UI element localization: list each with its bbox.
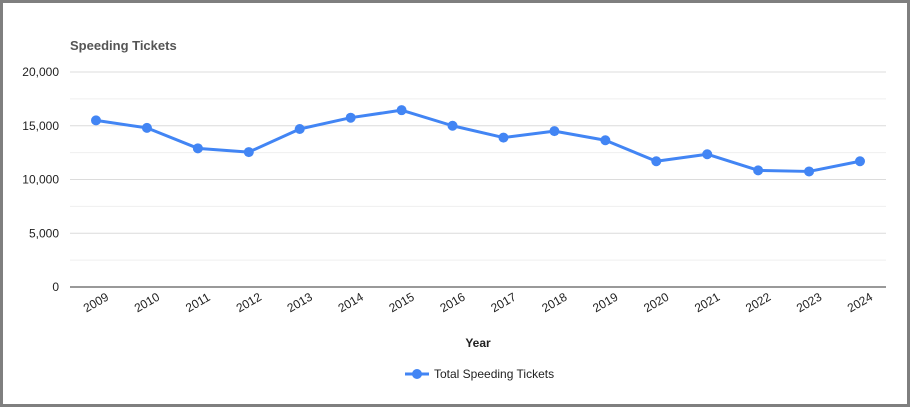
x-tick-label: 2023 <box>794 290 824 316</box>
data-point[interactable] <box>294 123 305 134</box>
x-tick-label: 2018 <box>539 290 569 316</box>
x-tick-label: 2009 <box>81 290 111 316</box>
x-tick-label: 2012 <box>234 290 264 316</box>
chart-title: Speeding Tickets <box>70 38 177 53</box>
x-tick-label: 2017 <box>488 290 518 316</box>
series-line <box>94 108 862 173</box>
series-group <box>91 105 865 177</box>
data-point[interactable] <box>447 120 458 131</box>
data-point[interactable] <box>141 122 152 133</box>
legend-item-label: Total Speeding Tickets <box>434 367 554 381</box>
x-tick-label: 2013 <box>285 290 315 316</box>
data-point[interactable] <box>192 143 203 154</box>
x-tick-label: 2016 <box>437 290 467 316</box>
data-point[interactable] <box>600 135 611 146</box>
x-tick-label: 2019 <box>590 290 620 316</box>
data-point[interactable] <box>91 115 101 126</box>
data-point[interactable] <box>804 166 815 177</box>
y-tick-label: 10,000 <box>22 173 59 187</box>
data-point[interactable] <box>651 156 662 167</box>
data-point[interactable] <box>396 105 407 116</box>
x-tick-label: 2024 <box>845 290 875 316</box>
x-axis-ticks: 2009 2010 2011 2012 2013 2014 2015 2016 2017 2018… <box>81 290 875 316</box>
data-point[interactable] <box>498 132 509 143</box>
x-tick-label: 2015 <box>387 290 417 316</box>
x-axis-title: Year <box>465 336 491 350</box>
data-point[interactable] <box>855 156 865 167</box>
x-tick-label: 2011 <box>183 290 213 315</box>
x-tick-label: 2021 <box>692 290 722 316</box>
y-axis-ticks: 0 5,000 10,000 15,000 20,000 <box>22 65 59 294</box>
x-tick-label: 2014 <box>336 290 366 316</box>
legend[interactable]: Total Speeding Tickets <box>405 367 554 381</box>
x-tick-label: 2020 <box>641 290 671 316</box>
data-point[interactable] <box>549 126 560 137</box>
y-tick-label: 5,000 <box>29 226 59 240</box>
legend-dot-marker <box>412 369 422 379</box>
x-tick-label: 2010 <box>132 290 162 316</box>
data-point[interactable] <box>243 147 254 158</box>
data-point[interactable] <box>702 149 713 160</box>
y-tick-label: 20,000 <box>22 65 59 79</box>
data-point[interactable] <box>345 112 356 123</box>
x-tick-label: 2022 <box>743 290 773 316</box>
gridlines <box>70 71 886 261</box>
data-point[interactable] <box>753 165 764 176</box>
y-tick-label: 15,000 <box>22 119 59 133</box>
y-tick-label: 0 <box>52 280 59 294</box>
